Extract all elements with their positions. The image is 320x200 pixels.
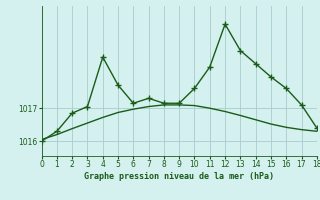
X-axis label: Graphe pression niveau de la mer (hPa): Graphe pression niveau de la mer (hPa) — [84, 172, 274, 181]
